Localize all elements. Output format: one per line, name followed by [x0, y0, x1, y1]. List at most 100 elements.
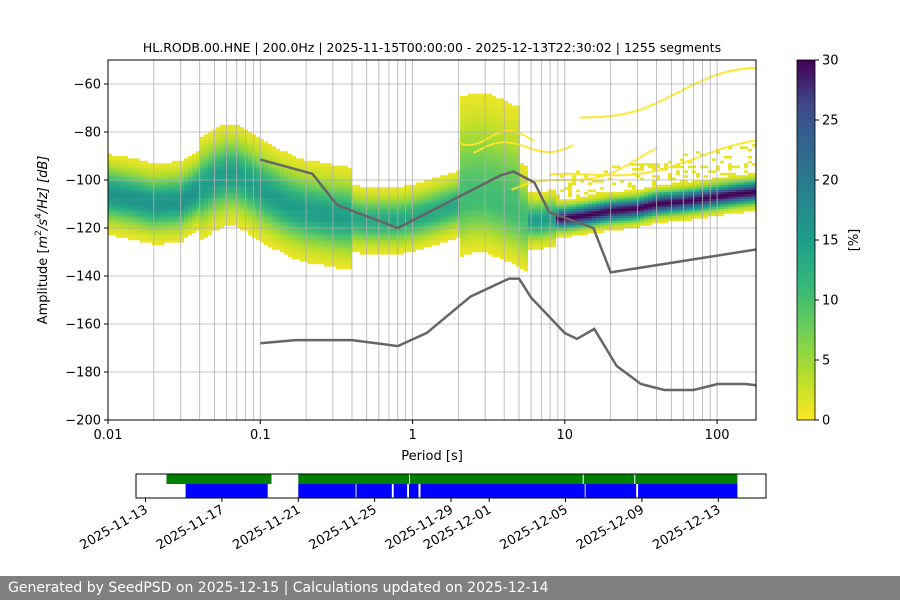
heatmap-cell — [108, 177, 112, 181]
heatmap-cell — [596, 228, 600, 231]
heatmap-cell — [468, 122, 472, 125]
heatmap-cell — [468, 242, 472, 245]
heatmap-cell — [292, 199, 296, 202]
heatmap-cell — [488, 189, 492, 193]
heatmap-cell — [488, 192, 492, 195]
heatmap-cell — [356, 196, 360, 200]
heatmap-cell — [648, 194, 652, 197]
heatmap-cell — [292, 232, 296, 236]
heatmap-cell — [488, 132, 492, 135]
heatmap-cell — [524, 206, 528, 209]
heatmap-cell — [264, 180, 268, 183]
heatmap-cell — [336, 196, 340, 200]
heatmap-cell — [240, 223, 244, 226]
heatmap-cell — [468, 199, 472, 202]
heatmap-cell — [200, 204, 204, 207]
heatmap-cell — [580, 199, 584, 202]
heatmap-cell — [188, 187, 192, 190]
heatmap-cell — [568, 201, 572, 205]
heatmap-cell — [440, 180, 444, 183]
heatmap-cell — [536, 199, 540, 202]
heatmap-cell — [452, 184, 456, 188]
heatmap-cell — [132, 182, 136, 185]
heatmap-cell — [448, 206, 452, 209]
heatmap-cell — [588, 218, 592, 221]
heatmap-cell — [476, 242, 480, 245]
heatmap-cell — [524, 213, 528, 217]
heatmap-cell — [368, 206, 372, 209]
heatmap-cell — [468, 204, 472, 207]
heatmap-cell — [628, 213, 632, 217]
heatmap-cell — [320, 223, 324, 226]
heatmap-cell — [488, 213, 492, 217]
heatmap-cell — [680, 196, 684, 200]
heatmap-cell — [492, 240, 496, 243]
heatmap-cell — [380, 252, 384, 255]
heatmap-cell — [240, 177, 244, 181]
heatmap-cell — [664, 216, 668, 219]
heatmap-cell — [232, 134, 236, 137]
heatmap-cell — [524, 261, 528, 265]
heatmap-cell — [624, 189, 628, 193]
heatmap-cell — [264, 232, 268, 236]
heatmap-cell — [324, 175, 328, 178]
heatmap-cell — [500, 199, 504, 202]
heatmap-cell — [232, 177, 236, 181]
heatmap-cell — [480, 148, 484, 152]
heatmap-cell — [368, 228, 372, 231]
heatmap-cell — [480, 158, 484, 161]
heatmap-cell — [388, 196, 392, 200]
heatmap-cell — [504, 124, 508, 128]
heatmap-cell — [232, 163, 236, 166]
heatmap-cell — [120, 163, 124, 166]
heatmap-cell — [528, 196, 532, 200]
heatmap-cell — [300, 180, 304, 183]
heatmap-cell — [256, 160, 260, 164]
heatmap-cell — [496, 235, 500, 238]
heatmap-cell — [364, 201, 368, 205]
heatmap-cell — [248, 196, 252, 200]
heatmap-cell — [368, 213, 372, 217]
heatmap-cell — [112, 163, 116, 166]
heatmap-cell — [288, 225, 292, 229]
heatmap-cell — [624, 194, 628, 197]
heatmap-cell — [164, 182, 168, 185]
heatmap-cell — [292, 160, 296, 164]
heatmap-cell — [328, 244, 332, 248]
heatmap-cell — [144, 177, 148, 181]
heatmap-cell — [500, 105, 504, 109]
heatmap-cell — [284, 151, 288, 154]
heatmap-cell — [504, 112, 508, 116]
heatmap-cell — [480, 225, 484, 229]
heatmap-cell — [312, 244, 316, 248]
heatmap-cell — [124, 158, 128, 161]
heatmap-cell — [140, 177, 144, 181]
heatmap-cell — [444, 199, 448, 202]
heatmap-cell — [428, 225, 432, 229]
heatmap-cell — [332, 220, 336, 224]
heatmap-cell — [132, 220, 136, 224]
heatmap-cell — [476, 232, 480, 236]
heatmap-cell — [652, 218, 656, 221]
heatmap-cell — [220, 136, 224, 140]
heatmap-cell — [516, 108, 520, 111]
heatmap-cell — [512, 115, 516, 118]
heatmap-cell — [324, 184, 328, 188]
heatmap-cell — [572, 218, 576, 221]
heatmap-cell — [352, 235, 356, 238]
heatmap-cell — [184, 160, 188, 164]
heatmap-cell — [228, 211, 232, 214]
heatmap-cell — [292, 242, 296, 245]
heatmap-cell — [436, 211, 440, 214]
heatmap-cell — [504, 189, 508, 193]
heatmap-cell — [296, 196, 300, 200]
heatmap-cell — [332, 240, 336, 243]
heatmap-cell — [468, 177, 472, 181]
heatmap-cell — [240, 194, 244, 197]
heatmap-cell — [236, 204, 240, 207]
heatmap-cell — [492, 194, 496, 197]
heatmap-cell — [252, 225, 256, 229]
heatmap-cell — [120, 235, 124, 238]
heatmap-cell — [368, 230, 372, 233]
heatmap-cell — [120, 225, 124, 229]
